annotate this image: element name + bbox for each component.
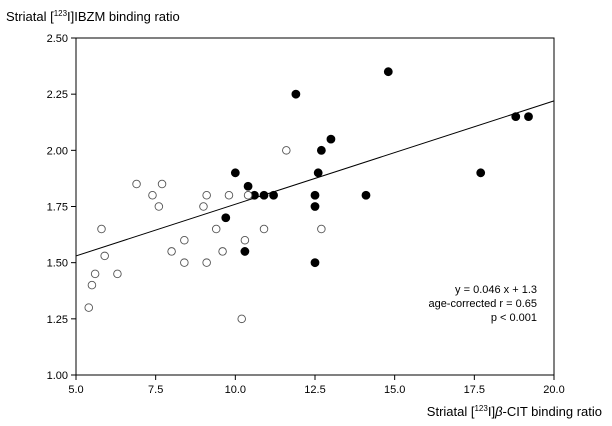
open-data-point <box>180 235 189 245</box>
x-axis: 5.0 7.5 10.0 12.5 15.0 17.5 20.0 <box>68 375 565 396</box>
open-data-point <box>243 191 253 200</box>
data-points <box>84 67 533 324</box>
y-tick-label: 1.00 <box>47 370 68 382</box>
p-value: p < 0.001 <box>491 312 537 324</box>
filled-data-point <box>383 67 393 77</box>
filled-data-point <box>476 168 486 178</box>
open-data-point <box>180 258 189 267</box>
y-tick-label: 1.50 <box>47 258 68 270</box>
open-data-point <box>154 202 164 211</box>
correlation-coefficient: age-corrected r = 0.65 <box>428 298 537 310</box>
y-axis-title: Striatal [123I]IBZM binding ratio <box>6 9 180 24</box>
regression-equation: y = 0.046 x + 1.3 <box>455 284 537 296</box>
filled-data-point <box>313 168 323 178</box>
x-axis-title: Striatal [123I]β-CIT binding ratio <box>427 404 602 419</box>
filled-data-point <box>240 247 250 256</box>
x-tick-label: 7.5 <box>148 384 163 396</box>
filled-data-point <box>230 168 240 178</box>
filled-data-point <box>291 89 301 99</box>
y-tick-label: 2.50 <box>47 33 68 45</box>
x-tick-label: 20.0 <box>543 384 564 396</box>
y-tick-label: 2.00 <box>47 145 68 157</box>
filled-data-point <box>511 112 521 122</box>
open-data-point <box>237 314 246 324</box>
open-data-point <box>100 251 109 261</box>
y-tick-label: 1.25 <box>47 314 68 326</box>
x-tick-label: 17.5 <box>464 384 485 396</box>
regression-line <box>75 100 555 257</box>
open-data-point <box>87 280 97 290</box>
open-data-point <box>199 202 208 211</box>
y-axis: 1.00 1.25 1.50 1.75 2.00 2.25 2.50 <box>47 33 76 382</box>
filled-data-point <box>524 112 533 122</box>
filled-data-point <box>310 190 320 200</box>
x-tick-label: 5.0 <box>68 384 83 396</box>
filled-data-point <box>221 213 231 223</box>
open-data-point <box>282 146 291 155</box>
filled-data-point <box>269 190 278 200</box>
open-data-point <box>240 235 250 245</box>
open-data-point <box>113 269 122 279</box>
open-data-point <box>157 179 167 189</box>
open-data-point <box>167 247 176 256</box>
filled-data-point <box>310 258 320 268</box>
x-tick-label: 15.0 <box>384 384 405 396</box>
open-data-point <box>218 247 227 256</box>
filled-data-point <box>310 202 320 211</box>
filled-data-point <box>259 190 269 200</box>
x-tick-label: 12.5 <box>304 384 325 396</box>
open-data-point <box>317 224 326 234</box>
open-data-point <box>84 303 93 312</box>
x-tick-label: 10.0 <box>225 384 246 396</box>
open-data-point <box>259 224 269 234</box>
open-data-point <box>97 224 106 234</box>
open-data-point <box>132 179 141 189</box>
filled-data-point <box>326 134 336 144</box>
filled-data-point <box>243 181 253 191</box>
open-data-point <box>202 258 211 267</box>
stats-annotation: y = 0.046 x + 1.3 age-corrected r = 0.65… <box>428 284 537 324</box>
open-data-point <box>224 191 234 200</box>
filled-data-point <box>361 190 371 200</box>
open-data-point <box>148 191 157 200</box>
open-data-point <box>90 269 100 279</box>
y-tick-label: 2.25 <box>47 89 68 101</box>
open-data-point <box>202 191 211 200</box>
filled-data-point <box>316 145 326 155</box>
open-data-point <box>211 224 221 234</box>
y-tick-label: 1.75 <box>47 202 68 214</box>
